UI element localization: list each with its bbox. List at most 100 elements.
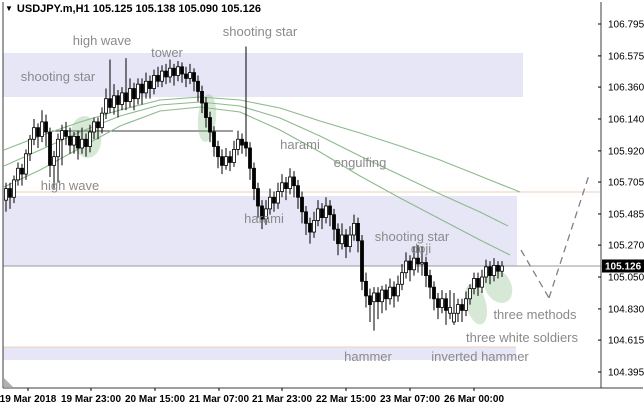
candle-body: [100, 112, 104, 129]
y-tick-label: 105.705: [608, 178, 644, 189]
candle-body: [228, 156, 232, 163]
candle-body: [48, 131, 52, 166]
candle-body: [36, 127, 40, 137]
candle-body: [240, 138, 244, 146]
price-tag-label: 105.126: [605, 262, 642, 273]
candle-body: [120, 92, 124, 105]
candle-body: [452, 312, 456, 323]
pattern-label: harami: [280, 137, 320, 152]
candle-body: [424, 262, 428, 276]
candle-body: [52, 156, 56, 166]
candle-body: [172, 67, 176, 76]
candle-body: [440, 298, 444, 308]
candle-body: [180, 66, 184, 75]
candle-body: [196, 80, 200, 92]
pattern-label: engulfing: [334, 155, 387, 170]
candle-body: [28, 138, 32, 155]
candle-body: [464, 298, 468, 311]
pattern-label: shooting star: [375, 229, 450, 244]
candle-body: [500, 265, 504, 272]
candle-body: [244, 141, 248, 149]
x-tick-label: 21 Mar 23:00: [252, 394, 312, 405]
candle-body: [408, 260, 412, 271]
candle-body: [256, 188, 260, 207]
candle-body: [372, 292, 376, 303]
scroll-anchor-icon: [4, 378, 13, 387]
candle-body: [64, 130, 68, 137]
x-tick-label: 22 Mar 15:00: [316, 394, 376, 405]
candle-body: [84, 138, 88, 147]
candle-body: [468, 288, 472, 300]
pattern-label: high wave: [73, 33, 132, 48]
pattern-label: shooting star: [21, 69, 96, 84]
pattern-label: hammer: [344, 349, 392, 364]
candle-body: [388, 286, 392, 300]
dropdown-arrow-icon[interactable]: ▼: [5, 4, 13, 13]
candle-body: [436, 298, 440, 308]
candle-body: [148, 80, 152, 89]
projection-line: [548, 174, 590, 299]
candle-body: [488, 266, 492, 276]
candle-body: [412, 257, 416, 271]
candle-body: [144, 80, 148, 94]
candle-body: [208, 117, 212, 133]
pattern-label: three methods: [493, 307, 577, 322]
projection-line: [520, 249, 550, 299]
candle-body: [88, 131, 92, 147]
candle-body: [304, 211, 308, 224]
candle-body: [16, 167, 20, 181]
candle-body: [480, 276, 484, 288]
candle-body: [136, 83, 140, 100]
candle-body: [356, 222, 360, 242]
candle-body: [368, 295, 372, 305]
candle-body: [204, 102, 208, 118]
candle-body: [308, 222, 312, 233]
candle-body: [60, 130, 64, 140]
chart-title-text: USDJPY.m,H1 105.125 105.138 105.090 105.…: [16, 3, 261, 15]
candle-body: [72, 135, 76, 146]
candle-body: [380, 289, 384, 303]
candle-body: [472, 278, 476, 290]
pattern-highlight: [483, 268, 513, 304]
candle-body: [260, 205, 264, 220]
candle-body: [20, 167, 24, 175]
pattern-label: shooting star: [223, 24, 298, 39]
candle-body: [352, 222, 356, 236]
candle-body: [220, 156, 224, 166]
candle-body: [336, 228, 340, 245]
candle-body: [284, 182, 288, 189]
candle-body: [24, 153, 28, 175]
candle-body: [156, 75, 160, 82]
x-tick-label: 19 Mar 23:00: [61, 394, 121, 405]
candle-body: [12, 179, 16, 198]
candle-body: [280, 182, 284, 192]
zone-support-lower: [3, 347, 516, 360]
candle-body: [496, 265, 500, 272]
y-tick-label: 104.615: [608, 336, 644, 347]
candle-body: [320, 208, 324, 218]
candle-body: [108, 98, 112, 108]
candle-body: [484, 266, 488, 278]
candle-body: [416, 257, 420, 265]
ma-fast: [3, 96, 521, 193]
candle-body: [140, 83, 144, 94]
candle-body: [200, 91, 204, 104]
candle-body: [112, 95, 116, 108]
x-tick-label: 26 Mar 00:00: [444, 394, 504, 405]
y-tick-label: 105.050: [608, 273, 644, 284]
x-tick-label: 19 Mar 2018: [0, 394, 57, 405]
candle-body: [160, 70, 164, 82]
candle-body: [456, 304, 460, 314]
candle-body: [124, 92, 128, 102]
candle-body: [76, 135, 80, 149]
y-tick-label: 104.830: [608, 304, 644, 315]
candle-body: [296, 185, 300, 198]
candle-body: [236, 138, 240, 150]
pattern-label: high wave: [41, 178, 100, 193]
x-tick-label: 23 Mar 07:00: [380, 394, 440, 405]
y-tick-label: 105.485: [608, 209, 644, 220]
candle-body: [376, 292, 380, 303]
chart-header: ▼ USDJPY.m,H1 105.125 105.138 105.090 10…: [5, 3, 261, 15]
